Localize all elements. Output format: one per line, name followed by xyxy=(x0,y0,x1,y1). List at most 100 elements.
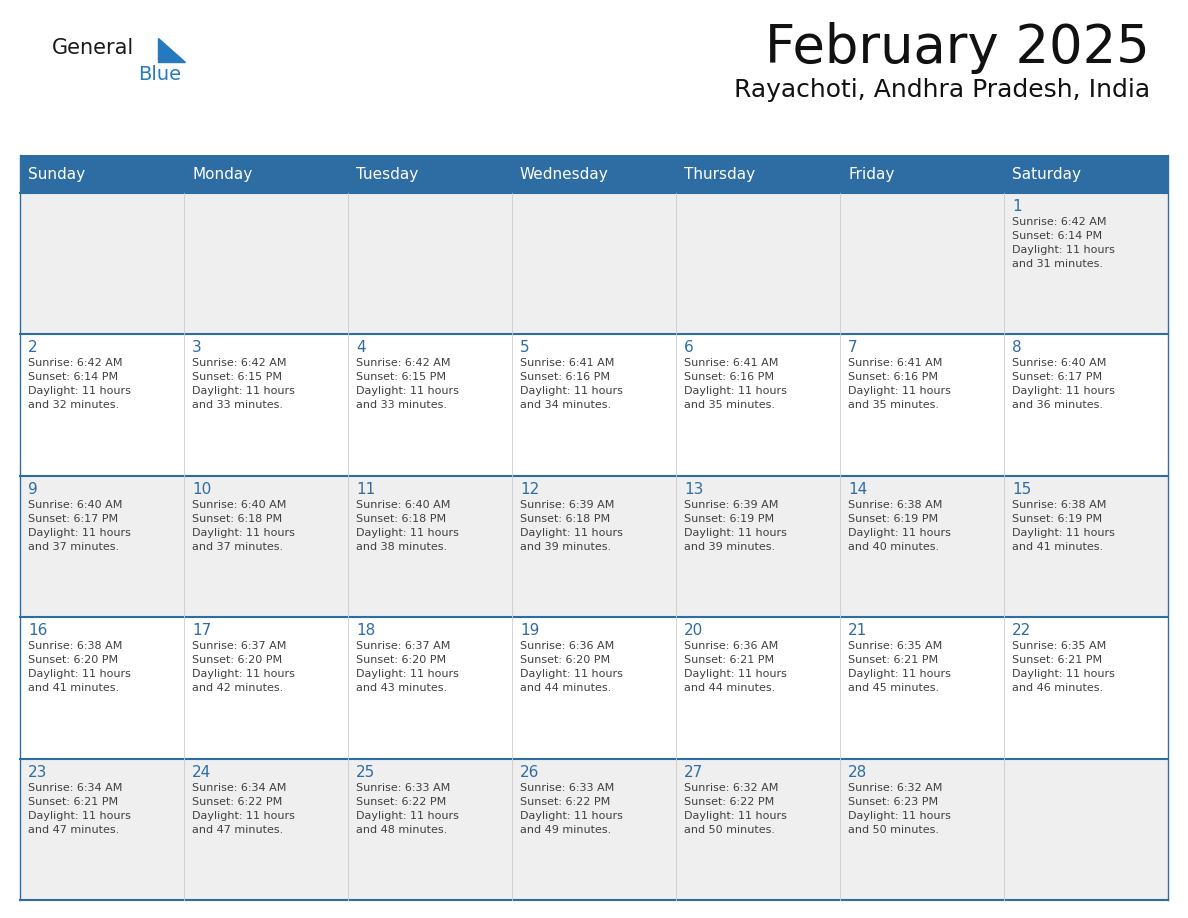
Text: Daylight: 11 hours: Daylight: 11 hours xyxy=(848,669,950,679)
Text: Monday: Monday xyxy=(192,167,252,183)
Text: Daylight: 11 hours: Daylight: 11 hours xyxy=(848,528,950,538)
Text: Sunset: 6:19 PM: Sunset: 6:19 PM xyxy=(1012,514,1102,524)
Text: Sunset: 6:14 PM: Sunset: 6:14 PM xyxy=(29,373,118,383)
Bar xyxy=(184,476,348,617)
Bar xyxy=(1004,476,1168,617)
Text: Sunrise: 6:39 AM: Sunrise: 6:39 AM xyxy=(520,499,614,509)
Text: Sunset: 6:21 PM: Sunset: 6:21 PM xyxy=(1012,655,1102,666)
Text: Sunrise: 6:40 AM: Sunrise: 6:40 AM xyxy=(192,499,286,509)
Text: and 50 minutes.: and 50 minutes. xyxy=(684,824,775,834)
Bar xyxy=(184,193,348,334)
Text: and 41 minutes.: and 41 minutes. xyxy=(1012,542,1104,552)
Text: Saturday: Saturday xyxy=(1012,167,1081,183)
Text: Sunrise: 6:34 AM: Sunrise: 6:34 AM xyxy=(29,783,122,792)
Text: 12: 12 xyxy=(520,482,539,497)
Text: Sunrise: 6:36 AM: Sunrise: 6:36 AM xyxy=(684,641,778,651)
Bar xyxy=(840,476,1004,617)
Bar xyxy=(1004,193,1168,334)
Text: 27: 27 xyxy=(684,765,703,779)
Text: 15: 15 xyxy=(1012,482,1031,497)
Text: Daylight: 11 hours: Daylight: 11 hours xyxy=(520,669,623,679)
Text: Sunrise: 6:38 AM: Sunrise: 6:38 AM xyxy=(848,499,942,509)
Text: Sunset: 6:20 PM: Sunset: 6:20 PM xyxy=(29,655,118,666)
Text: and 34 minutes.: and 34 minutes. xyxy=(520,400,611,410)
Bar xyxy=(184,334,348,476)
Text: Sunrise: 6:39 AM: Sunrise: 6:39 AM xyxy=(684,499,778,509)
Bar xyxy=(20,476,184,617)
Text: Daylight: 11 hours: Daylight: 11 hours xyxy=(520,811,623,821)
Text: 2: 2 xyxy=(29,341,38,355)
Text: 28: 28 xyxy=(848,765,867,779)
Text: Daylight: 11 hours: Daylight: 11 hours xyxy=(356,386,459,397)
Polygon shape xyxy=(158,38,185,62)
Text: 16: 16 xyxy=(29,623,48,638)
Text: 26: 26 xyxy=(520,765,539,779)
Text: and 41 minutes.: and 41 minutes. xyxy=(29,683,119,693)
Text: Sunrise: 6:33 AM: Sunrise: 6:33 AM xyxy=(356,783,450,792)
Text: 8: 8 xyxy=(1012,341,1022,355)
Text: and 37 minutes.: and 37 minutes. xyxy=(29,542,119,552)
Text: 4: 4 xyxy=(356,341,366,355)
Text: Sunrise: 6:41 AM: Sunrise: 6:41 AM xyxy=(684,358,778,368)
Text: and 33 minutes.: and 33 minutes. xyxy=(356,400,447,410)
Bar xyxy=(512,334,676,476)
Text: and 47 minutes.: and 47 minutes. xyxy=(192,824,283,834)
Bar xyxy=(1004,334,1168,476)
Text: Daylight: 11 hours: Daylight: 11 hours xyxy=(356,528,459,538)
Text: Sunset: 6:21 PM: Sunset: 6:21 PM xyxy=(29,797,118,807)
Text: Sunrise: 6:33 AM: Sunrise: 6:33 AM xyxy=(520,783,614,792)
Text: 20: 20 xyxy=(684,623,703,638)
Text: 11: 11 xyxy=(356,482,375,497)
Text: Sunset: 6:21 PM: Sunset: 6:21 PM xyxy=(684,655,775,666)
Text: Thursday: Thursday xyxy=(684,167,756,183)
Bar xyxy=(676,334,840,476)
Text: Sunset: 6:20 PM: Sunset: 6:20 PM xyxy=(192,655,282,666)
Bar xyxy=(840,758,1004,900)
Text: Sunset: 6:22 PM: Sunset: 6:22 PM xyxy=(684,797,775,807)
Text: Daylight: 11 hours: Daylight: 11 hours xyxy=(29,528,131,538)
Text: Sunset: 6:18 PM: Sunset: 6:18 PM xyxy=(356,514,447,524)
Text: Sunset: 6:18 PM: Sunset: 6:18 PM xyxy=(192,514,282,524)
Bar xyxy=(184,155,348,193)
Text: 7: 7 xyxy=(848,341,858,355)
Text: Friday: Friday xyxy=(848,167,895,183)
Text: Daylight: 11 hours: Daylight: 11 hours xyxy=(29,386,131,397)
Text: Sunrise: 6:40 AM: Sunrise: 6:40 AM xyxy=(356,499,450,509)
Text: 10: 10 xyxy=(192,482,211,497)
Bar xyxy=(184,617,348,758)
Text: Daylight: 11 hours: Daylight: 11 hours xyxy=(684,811,786,821)
Text: 9: 9 xyxy=(29,482,38,497)
Text: 17: 17 xyxy=(192,623,211,638)
Text: Daylight: 11 hours: Daylight: 11 hours xyxy=(356,811,459,821)
Text: Sunset: 6:14 PM: Sunset: 6:14 PM xyxy=(1012,231,1102,241)
Text: and 40 minutes.: and 40 minutes. xyxy=(848,542,940,552)
Text: Sunrise: 6:40 AM: Sunrise: 6:40 AM xyxy=(1012,358,1106,368)
Text: Sunset: 6:15 PM: Sunset: 6:15 PM xyxy=(192,373,282,383)
Text: Sunrise: 6:41 AM: Sunrise: 6:41 AM xyxy=(520,358,614,368)
Bar xyxy=(840,155,1004,193)
Text: Sunrise: 6:41 AM: Sunrise: 6:41 AM xyxy=(848,358,942,368)
Text: Sunset: 6:23 PM: Sunset: 6:23 PM xyxy=(848,797,939,807)
Text: and 47 minutes.: and 47 minutes. xyxy=(29,824,119,834)
Text: Blue: Blue xyxy=(138,65,181,84)
Text: Sunrise: 6:38 AM: Sunrise: 6:38 AM xyxy=(29,641,122,651)
Text: Sunset: 6:16 PM: Sunset: 6:16 PM xyxy=(848,373,939,383)
Text: Daylight: 11 hours: Daylight: 11 hours xyxy=(1012,669,1114,679)
Text: Sunrise: 6:37 AM: Sunrise: 6:37 AM xyxy=(192,641,286,651)
Text: Sunset: 6:20 PM: Sunset: 6:20 PM xyxy=(356,655,447,666)
Bar xyxy=(20,334,184,476)
Text: Sunrise: 6:40 AM: Sunrise: 6:40 AM xyxy=(29,499,122,509)
Text: Daylight: 11 hours: Daylight: 11 hours xyxy=(192,528,295,538)
Text: Sunset: 6:22 PM: Sunset: 6:22 PM xyxy=(356,797,447,807)
Bar xyxy=(20,617,184,758)
Bar xyxy=(20,155,184,193)
Text: and 42 minutes.: and 42 minutes. xyxy=(192,683,283,693)
Text: Sunset: 6:17 PM: Sunset: 6:17 PM xyxy=(29,514,118,524)
Text: and 33 minutes.: and 33 minutes. xyxy=(192,400,283,410)
Text: Daylight: 11 hours: Daylight: 11 hours xyxy=(848,811,950,821)
Text: Daylight: 11 hours: Daylight: 11 hours xyxy=(520,386,623,397)
Text: Daylight: 11 hours: Daylight: 11 hours xyxy=(29,811,131,821)
Text: Daylight: 11 hours: Daylight: 11 hours xyxy=(1012,386,1114,397)
Text: Sunrise: 6:35 AM: Sunrise: 6:35 AM xyxy=(848,641,942,651)
Text: Sunrise: 6:36 AM: Sunrise: 6:36 AM xyxy=(520,641,614,651)
